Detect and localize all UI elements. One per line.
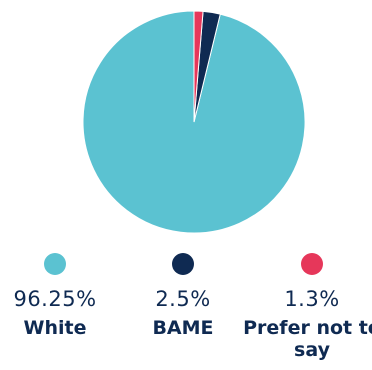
pie-slice-prefer-not-to-say	[193, 10, 204, 123]
legend-item-white: 96.25% White	[0, 248, 125, 339]
legend-label-white: White	[23, 317, 87, 339]
legend-value-prefer-not-to-say: 1.3%	[284, 287, 340, 311]
legend-swatch-prefer-not-to-say	[301, 253, 323, 275]
legend-label-prefer-not-to-say: Prefer not to say	[243, 317, 372, 361]
legend-item-bame: 2.5% BAME	[113, 248, 253, 339]
legend-item-prefer-not-to-say: 1.3% Prefer not to say	[242, 248, 372, 361]
legend-label-bame: BAME	[152, 317, 214, 339]
legend-swatch-bame	[172, 253, 194, 275]
legend-swatch-white	[44, 253, 66, 275]
pie-chart	[82, 10, 306, 234]
legend-value-white: 96.25%	[13, 287, 97, 311]
legend-value-bame: 2.5%	[155, 287, 211, 311]
